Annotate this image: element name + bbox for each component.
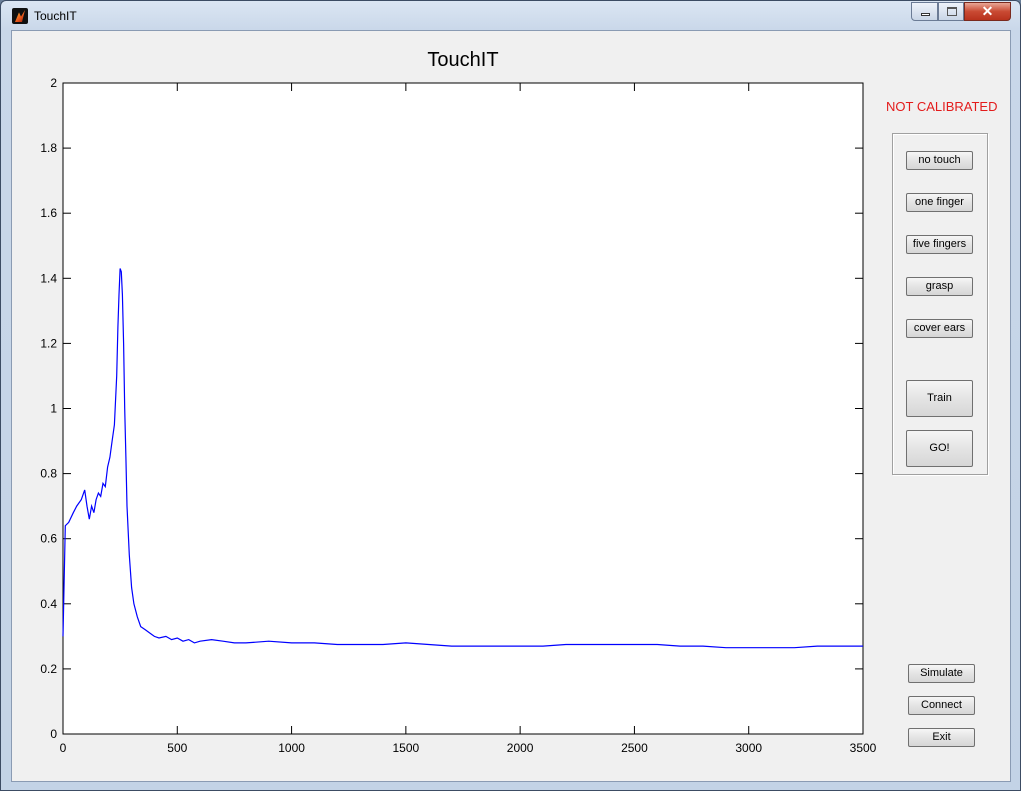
- x-tick-label: 3000: [735, 741, 762, 755]
- exit-button[interactable]: Exit: [908, 728, 975, 747]
- calibration-status: NOT CALIBRATED: [886, 99, 998, 114]
- x-tick-label: 500: [167, 741, 187, 755]
- y-tick-label: 1: [50, 402, 57, 416]
- x-tick-label: 1500: [393, 741, 420, 755]
- y-tick-label: 0.2: [40, 662, 57, 676]
- connect-button[interactable]: Connect: [908, 696, 975, 715]
- x-tick-label: 2500: [621, 741, 648, 755]
- y-tick-label: 0.6: [40, 532, 57, 546]
- minimize-icon: [921, 13, 930, 16]
- minimize-button[interactable]: [911, 2, 938, 21]
- one-finger-button[interactable]: one finger: [906, 193, 973, 212]
- y-tick-label: 2: [50, 76, 57, 90]
- no-touch-button[interactable]: no touch: [906, 151, 973, 170]
- y-tick-label: 0.4: [40, 597, 57, 611]
- plot-canvas: TouchIT 0 500 1000 1500 2000 2500 3000 3500 0 0.2 0…: [40, 49, 877, 755]
- calibration-panel: no touch one finger five fingers grasp c…: [892, 133, 988, 475]
- y-tick-label: 1.8: [40, 141, 57, 155]
- cover-ears-button[interactable]: cover ears: [906, 319, 973, 338]
- y-tick-label: 1.6: [40, 206, 57, 220]
- five-fingers-button[interactable]: five fingers: [906, 235, 973, 254]
- train-button[interactable]: Train: [906, 380, 973, 417]
- x-tick-label: 2000: [507, 741, 534, 755]
- grasp-button[interactable]: grasp: [906, 277, 973, 296]
- x-tick-label: 3500: [850, 741, 877, 755]
- maximize-button[interactable]: [938, 2, 964, 21]
- x-tick-label: 1000: [278, 741, 305, 755]
- axes-box: [62, 82, 864, 735]
- x-tick-label: 0: [60, 741, 67, 755]
- data-series-line: [62, 268, 863, 649]
- y-tick-label: 0: [50, 727, 57, 741]
- simulate-button[interactable]: Simulate: [908, 664, 975, 683]
- maximize-icon: [947, 7, 957, 16]
- figure-area: TouchIT 0 500 1000 1500 2000 2500 3000 3500 0 0.2 0…: [11, 30, 1011, 782]
- go-button[interactable]: GO!: [906, 430, 973, 467]
- close-icon: ✕: [981, 3, 994, 19]
- title-bar[interactable]: TouchIT ✕: [1, 1, 1020, 29]
- y-tick-label: 0.8: [40, 467, 57, 481]
- y-tick-label: 1.4: [40, 271, 57, 285]
- close-button[interactable]: ✕: [964, 2, 1011, 21]
- chart-title: TouchIT: [427, 49, 498, 71]
- window-title: TouchIT: [34, 9, 77, 23]
- matlab-app-icon[interactable]: [12, 8, 28, 24]
- y-tick-label: 1.2: [40, 336, 57, 350]
